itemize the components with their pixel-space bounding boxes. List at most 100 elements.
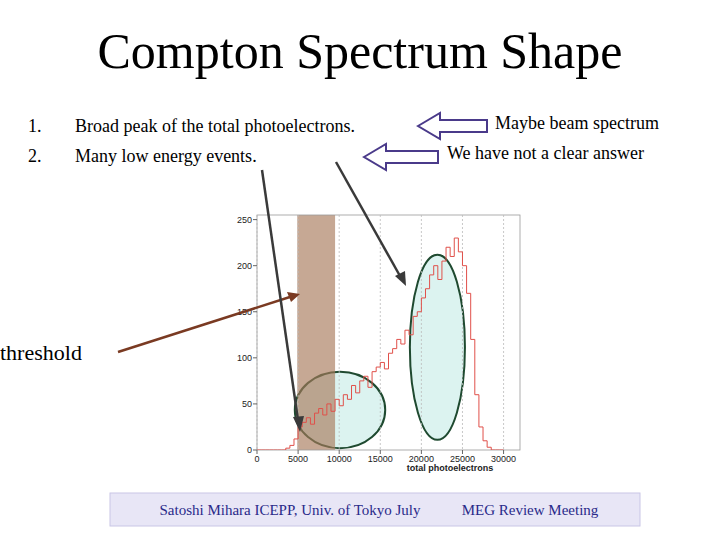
footer-bar [110, 493, 640, 526]
histogram-bin [421, 298, 425, 312]
histogram-bin [339, 399, 343, 405]
grid-line [380, 215, 381, 450]
histogram-bin [467, 266, 471, 294]
x-tick-label: 15000 [368, 454, 393, 464]
y-tick-label: 250 [237, 215, 252, 225]
x-tick-label: 0 [254, 454, 259, 464]
grid-line [339, 215, 340, 450]
histogram-bin [380, 362, 384, 367]
y-tick [253, 265, 257, 266]
histogram-bin [315, 413, 319, 424]
grid-line [503, 215, 504, 450]
x-tick-label: 5000 [288, 454, 308, 464]
histogram-bin [282, 450, 286, 451]
histogram-bin [294, 439, 298, 445]
histogram-bin [310, 418, 314, 424]
histogram-bin [434, 266, 438, 275]
highlight-ellipse [410, 255, 465, 440]
histogram-bin [269, 450, 273, 451]
slide: Compton Spectrum Shape 1. Broad peak of th… [0, 0, 720, 540]
x-tick-label: 30000 [491, 454, 516, 464]
histogram-bin [389, 353, 393, 369]
histogram-bin [479, 395, 483, 427]
footer-right: MEG Review Meeting [462, 502, 599, 518]
histogram-bin [290, 445, 294, 448]
histogram-bin [376, 367, 380, 372]
histogram-bin [425, 289, 429, 298]
histogram-bin [471, 293, 475, 339]
histogram-bin [364, 376, 368, 381]
histogram-bin [430, 275, 434, 289]
y-tick [253, 357, 257, 358]
callout-line [118, 296, 293, 352]
y-tick [253, 311, 257, 312]
histogram-bin [438, 266, 442, 280]
note: Maybe beam spectrum [495, 113, 659, 133]
grid-line [257, 215, 258, 450]
y-tick [253, 403, 257, 404]
histogram-bin [483, 427, 487, 441]
histogram-bin [405, 330, 409, 344]
histogram-bin [261, 450, 265, 451]
histogram-bin [487, 441, 491, 447]
item-number: 1. [28, 116, 42, 136]
histogram-bin [331, 404, 335, 411]
histogram-bin [323, 409, 327, 415]
y-tick-label: 50 [242, 399, 252, 409]
y-tick-label: 100 [237, 353, 252, 363]
histogram-bin [286, 448, 290, 450]
histogram-bin [278, 450, 282, 451]
arrow-head [395, 271, 406, 286]
histogram-bin [372, 372, 376, 388]
arrow-head [293, 416, 304, 432]
item-number: 2. [28, 146, 42, 166]
histogram-bin [302, 422, 306, 427]
note: We have not a clear answer [447, 143, 644, 163]
histogram-bin [257, 450, 261, 451]
histogram-bin [335, 399, 339, 411]
hollow-arrow [364, 144, 438, 170]
threshold-band [297, 215, 335, 450]
histogram-bin [306, 418, 310, 423]
histogram-bin [319, 409, 323, 414]
histogram-bin [491, 447, 495, 450]
histogram-bin [413, 316, 417, 334]
histogram-bin [495, 450, 499, 451]
histogram-bin [417, 312, 421, 317]
y-tick-label: 0 [247, 445, 252, 455]
histogram-bin [393, 349, 397, 354]
histogram-bin [397, 339, 401, 348]
histogram-bin [442, 261, 446, 279]
histogram-bin [273, 450, 277, 451]
x-tick-label: 10000 [327, 454, 352, 464]
hollow-arrow [418, 113, 487, 139]
histogram [257, 238, 504, 450]
histogram-bin [475, 339, 479, 394]
arrow-head [287, 292, 300, 302]
histogram-bin [327, 404, 331, 415]
grid-line [421, 215, 422, 450]
x-axis-label: total photoelectrons [407, 463, 494, 473]
arrow-line [262, 170, 298, 420]
y-tick [253, 450, 257, 451]
histogram-bin [384, 362, 388, 368]
histogram-bin [458, 238, 462, 252]
histogram-bin [265, 450, 269, 451]
grid-line [462, 215, 463, 450]
arrow-line [336, 162, 400, 276]
histogram-bin [401, 339, 405, 344]
item-text: Broad peak of the total photoelectrons. [75, 116, 355, 136]
histogram-bin [499, 450, 503, 451]
item-text: Many low energy events. [75, 146, 257, 166]
y-tick-label: 200 [237, 261, 252, 271]
histogram-bin [343, 395, 347, 406]
footer-left: Satoshi Mihara ICEPP, Univ. of Tokyo Jul… [159, 502, 421, 518]
canvas: Compton Spectrum Shape 1. Broad peak of th… [0, 0, 720, 540]
histogram-bin [450, 247, 454, 256]
histogram-bin [462, 252, 466, 266]
histogram-bin [356, 385, 360, 392]
histogram-bin [352, 385, 356, 399]
histogram-bin [454, 238, 458, 256]
callout-text: threshold [0, 340, 82, 365]
title: Compton Spectrum Shape [98, 23, 623, 79]
